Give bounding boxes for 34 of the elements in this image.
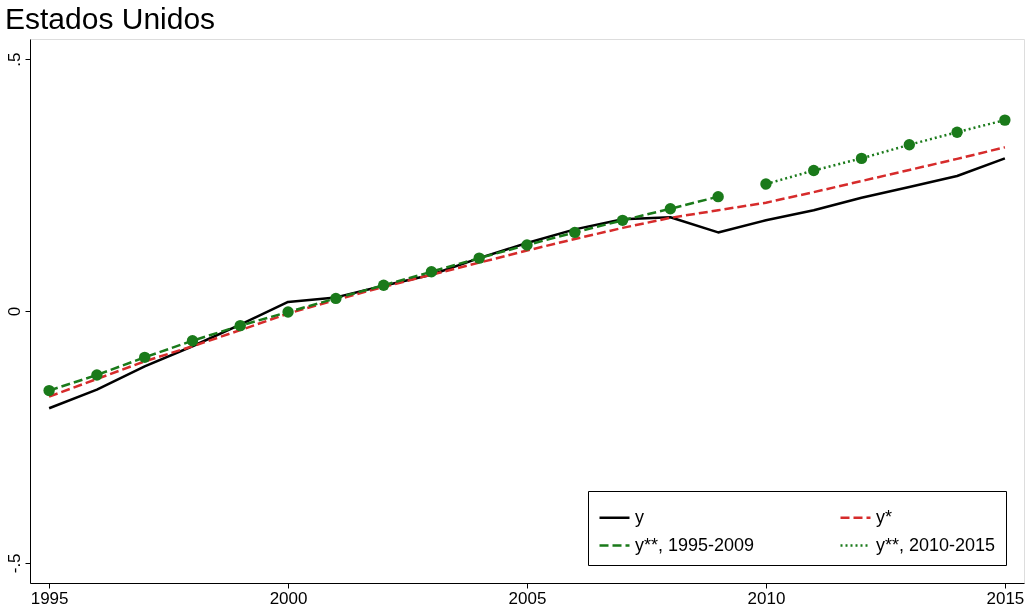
point [234, 319, 246, 332]
point [521, 239, 533, 251]
point [43, 384, 55, 397]
point [951, 126, 963, 138]
x-tick-label: 2015 [986, 588, 1025, 608]
y-tick-label: .5 [4, 52, 24, 67]
legend-label: y**, 1995-2009 [635, 534, 755, 555]
point [377, 279, 390, 291]
point [999, 114, 1011, 126]
x-tick-label: 1995 [30, 588, 69, 608]
point [616, 214, 629, 227]
point [712, 190, 724, 203]
point [91, 369, 103, 381]
point [855, 152, 868, 165]
point [569, 226, 581, 239]
legend-label: y**, 2010-2015 [876, 534, 996, 555]
legend-label: y [635, 506, 644, 527]
point [425, 266, 438, 278]
point [473, 252, 485, 264]
x-tick-label: 2005 [508, 588, 547, 608]
legend-label: y* [876, 506, 893, 527]
y-tick-label: 0 [4, 306, 24, 317]
point [138, 351, 151, 364]
chart-title: Estados Unidos [5, 2, 216, 35]
point [330, 292, 342, 305]
point [903, 139, 916, 151]
x-tick-label: 2010 [747, 588, 786, 608]
point [282, 306, 294, 318]
point [808, 164, 820, 177]
point [664, 203, 677, 215]
point [760, 178, 772, 190]
x-tick-label: 2000 [269, 588, 308, 608]
y-tick-label: -.5 [4, 553, 24, 574]
point [186, 335, 199, 347]
